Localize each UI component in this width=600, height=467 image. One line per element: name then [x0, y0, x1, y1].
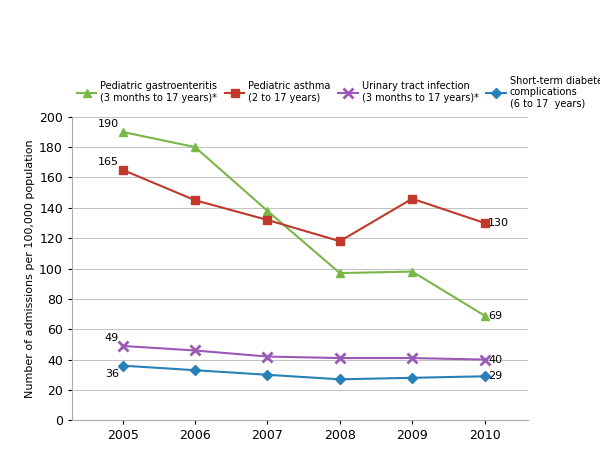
Y-axis label: Number of admissions per 100,000 population: Number of admissions per 100,000 populat… [25, 139, 35, 398]
Text: 130: 130 [488, 218, 509, 228]
Text: 40: 40 [488, 354, 502, 365]
Legend: Pediatric gastroenteritis
(3 months to 17 years)*, Pediatric asthma
(2 to 17 yea: Pediatric gastroenteritis (3 months to 1… [77, 76, 600, 109]
Text: 29: 29 [488, 371, 502, 381]
Text: 165: 165 [98, 157, 119, 167]
Text: 36: 36 [105, 369, 119, 379]
Text: 190: 190 [98, 119, 119, 129]
Text: 49: 49 [105, 333, 119, 343]
Text: 69: 69 [488, 311, 502, 320]
